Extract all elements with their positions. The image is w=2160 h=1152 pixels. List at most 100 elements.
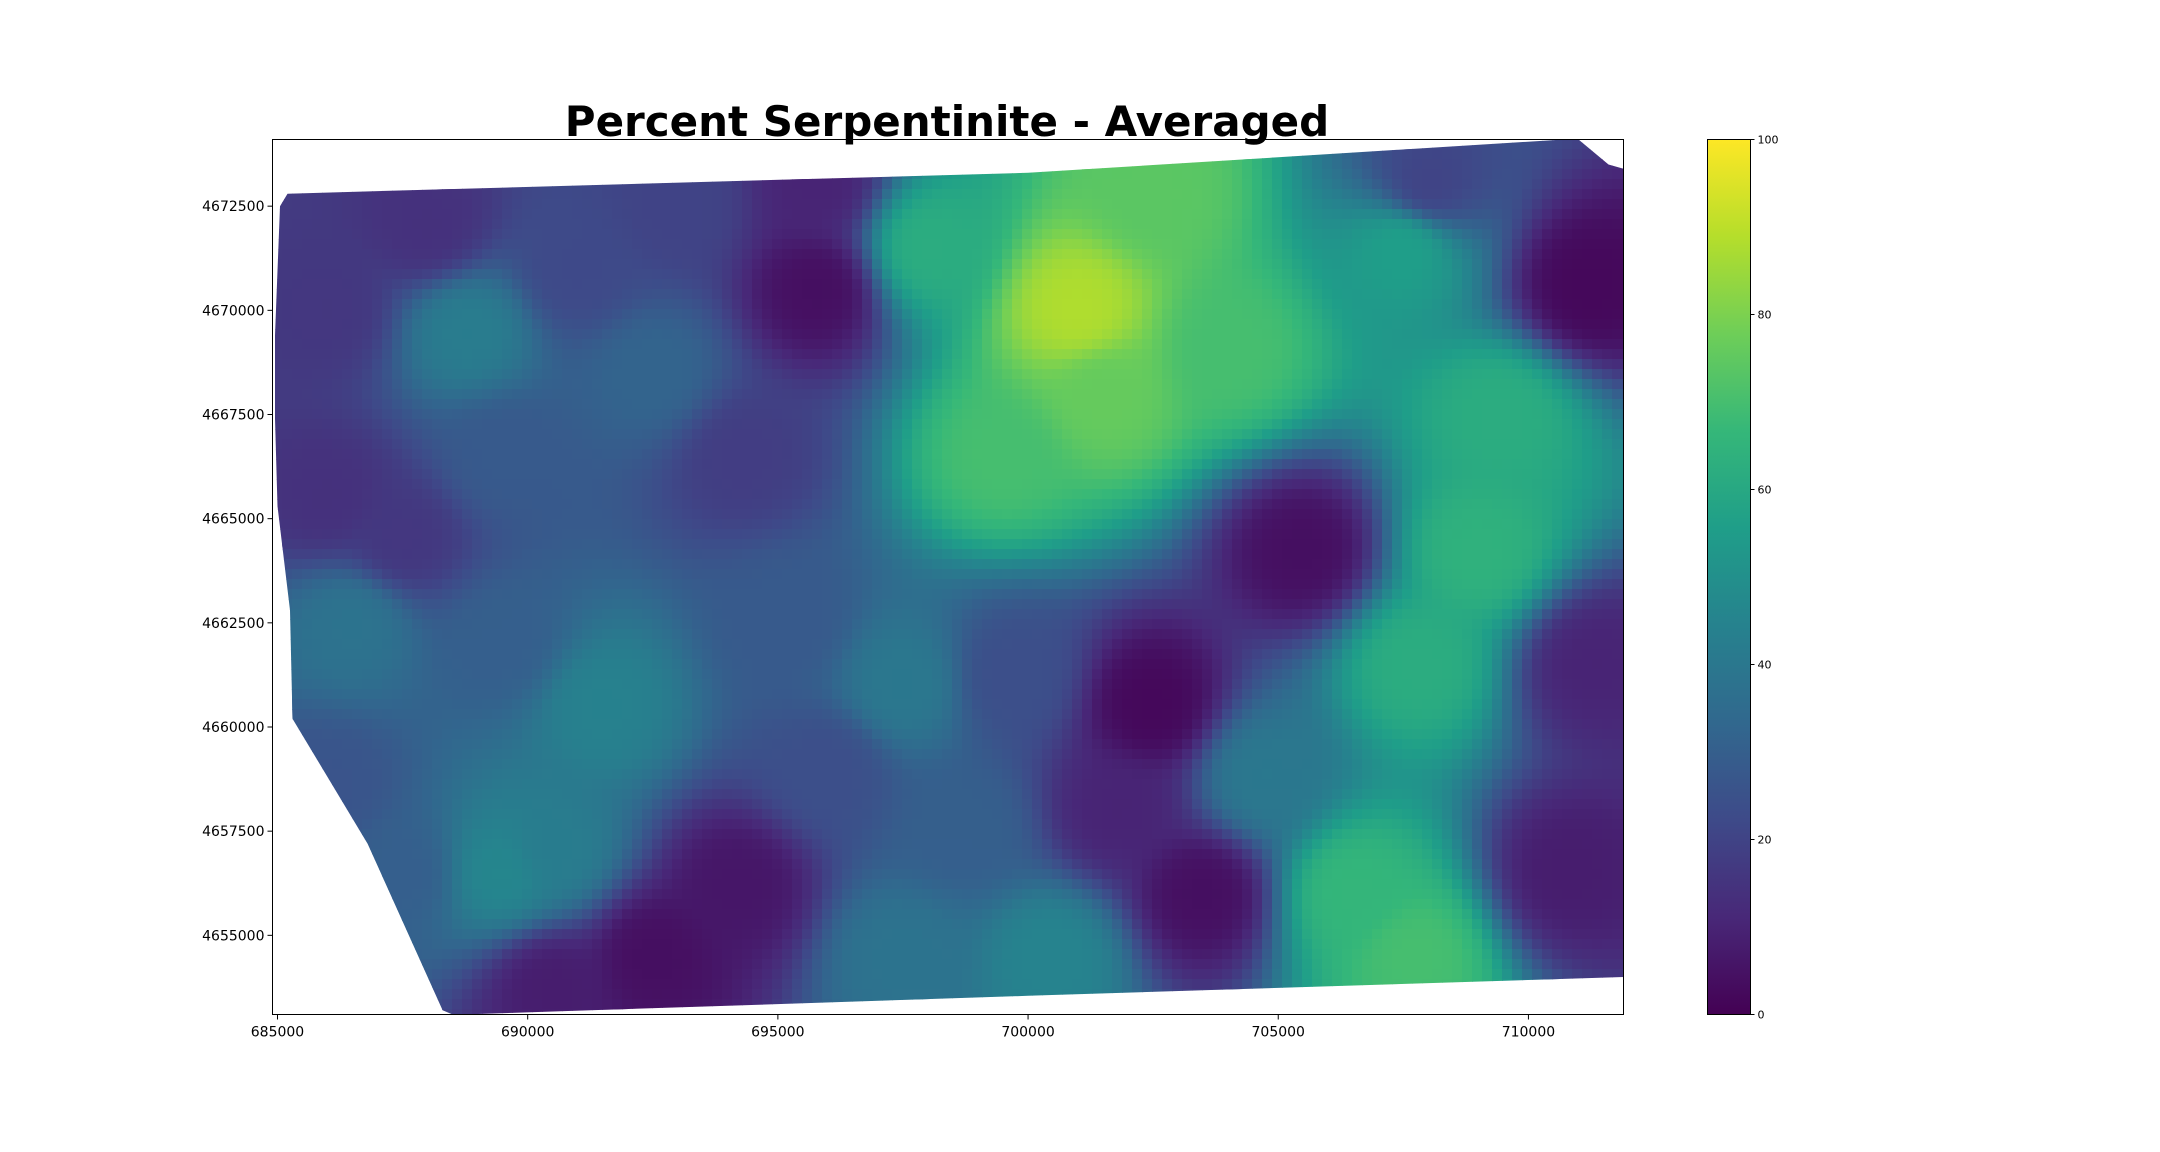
- heatmap-cell: [1262, 379, 1273, 390]
- heatmap-cell: [342, 339, 353, 350]
- heatmap-cell: [1322, 299, 1333, 310]
- heatmap-cell: [1242, 409, 1253, 420]
- heatmap-cell: [1302, 359, 1313, 370]
- heatmap-cell: [612, 219, 623, 230]
- heatmap-cell: [452, 159, 463, 170]
- heatmap-cell: [1022, 289, 1033, 300]
- heatmap-cell: [275, 179, 283, 190]
- heatmap-cell: [492, 489, 503, 500]
- heatmap-cell: [572, 289, 583, 300]
- heatmap-cell: [1032, 429, 1043, 440]
- heatmap-cell: [602, 299, 613, 310]
- heatmap-cell: [1602, 319, 1613, 330]
- heatmap-cell: [962, 469, 973, 480]
- heatmap-cell: [1242, 389, 1253, 400]
- heatmap-cell: [762, 469, 773, 480]
- heatmap-cell: [1592, 229, 1603, 240]
- heatmap-cell: [1272, 419, 1283, 430]
- heatmap-cell: [292, 359, 303, 370]
- heatmap-cell: [972, 459, 983, 470]
- heatmap-cell: [332, 189, 343, 200]
- heatmap-cell: [1202, 269, 1213, 280]
- heatmap-cell: [1392, 399, 1403, 410]
- heatmap-cell: [1232, 179, 1243, 190]
- heatmap-cell: [692, 169, 703, 180]
- heatmap-cell: [1342, 329, 1353, 340]
- heatmap-cell: [632, 429, 643, 440]
- heatmap-cell: [732, 449, 743, 460]
- heatmap-cell: [1172, 489, 1183, 500]
- heatmap-cell: [692, 399, 703, 410]
- heatmap-cell: [1112, 299, 1123, 310]
- heatmap-cell: [392, 309, 403, 320]
- heatmap-cell: [1592, 269, 1603, 280]
- heatmap-cell: [1352, 259, 1363, 270]
- heatmap-cell: [452, 219, 463, 230]
- heatmap-cell: [792, 479, 803, 490]
- heatmap-cell: [902, 489, 913, 500]
- heatmap-cell: [822, 269, 833, 280]
- heatmap-cell: [1622, 489, 1624, 500]
- heatmap-cell: [1492, 459, 1503, 470]
- heatmap-cell: [792, 159, 803, 170]
- heatmap-cell: [922, 459, 933, 470]
- heatmap-cell: [1202, 499, 1213, 510]
- heatmap-cell: [1402, 479, 1413, 490]
- heatmap-cell: [1092, 199, 1103, 210]
- heatmap-cell: [592, 319, 603, 330]
- heatmap-cell: [1282, 359, 1293, 370]
- heatmap-cell: [502, 289, 513, 300]
- heatmap-cell: [1192, 489, 1203, 500]
- heatmap-cell: [292, 229, 303, 240]
- heatmap-cell: [1512, 349, 1523, 360]
- heatmap-cell: [432, 319, 443, 330]
- heatmap-cell: [1242, 259, 1253, 270]
- heatmap-cell: [1172, 179, 1183, 190]
- heatmap-cell: [1032, 439, 1043, 450]
- heatmap-cell: [852, 269, 863, 280]
- heatmap-cell: [592, 479, 603, 490]
- heatmap-cell: [862, 239, 873, 250]
- heatmap-cell: [1492, 359, 1503, 370]
- heatmap-cell: [1282, 449, 1293, 460]
- heatmap-cell: [1452, 139, 1463, 150]
- heatmap-cell: [1492, 319, 1503, 330]
- heatmap-cell: [712, 299, 723, 310]
- heatmap-cell: [502, 359, 513, 370]
- heatmap-cell: [602, 159, 613, 170]
- heatmap-cell: [872, 499, 883, 510]
- heatmap-cell: [702, 489, 713, 500]
- heatmap-cell: [282, 389, 293, 400]
- heatmap-cell: [1132, 409, 1143, 420]
- heatmap-cell: [712, 269, 723, 280]
- heatmap-cell: [1532, 149, 1543, 160]
- heatmap-cell: [732, 209, 743, 220]
- heatmap-cell: [392, 459, 403, 470]
- heatmap-cell: [422, 459, 433, 470]
- heatmap-cell: [1052, 399, 1063, 410]
- heatmap-cell: [832, 379, 843, 390]
- heatmap-cell: [1492, 339, 1503, 350]
- heatmap-cell: [342, 169, 353, 180]
- heatmap-cell: [1502, 259, 1513, 270]
- heatmap-cell: [902, 389, 913, 400]
- heatmap-cell: [1462, 279, 1473, 290]
- heatmap-cell: [472, 309, 483, 320]
- heatmap-cell: [1182, 399, 1193, 410]
- heatmap-cell: [632, 459, 643, 470]
- heatmap-cell: [402, 249, 413, 260]
- heatmap-cell: [1522, 289, 1533, 300]
- heatmap-cell: [1012, 379, 1023, 390]
- heatmap-cell: [692, 329, 703, 340]
- heatmap-cell: [542, 149, 553, 160]
- heatmap-cell: [1112, 499, 1123, 510]
- heatmap-cell: [452, 249, 463, 260]
- heatmap-cell: [1112, 169, 1123, 180]
- heatmap-cell: [1242, 249, 1253, 260]
- heatmap-cell: [1392, 429, 1403, 440]
- heatmap-cell: [1582, 489, 1593, 500]
- heatmap-cell: [1322, 269, 1333, 280]
- heatmap-cell: [862, 169, 873, 180]
- heatmap-cell: [275, 489, 283, 500]
- heatmap-cell: [1272, 159, 1283, 170]
